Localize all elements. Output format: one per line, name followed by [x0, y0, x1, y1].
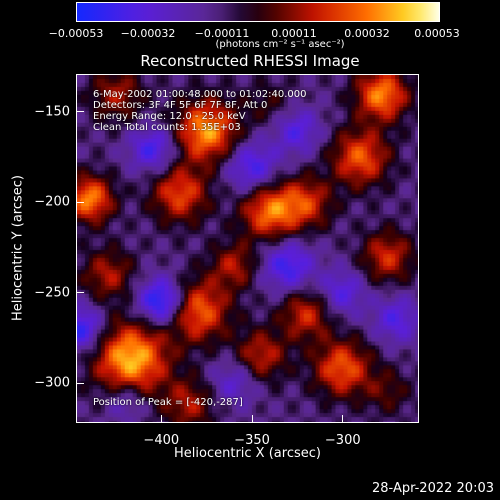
colorbar-tick-label: −0.00032: [120, 27, 176, 40]
y-tick-label: −150: [34, 104, 70, 120]
y-tick-label: −300: [34, 375, 70, 391]
colorbar-tick-label: −0.00011: [194, 27, 250, 40]
colorbar: [76, 2, 440, 22]
x-tick-label: −300: [324, 433, 361, 448]
x-tick-mark: [342, 415, 344, 423]
peak-position-label: Position of Peak = [-420,-287]: [93, 397, 243, 408]
x-axis-label: Heliocentric X (arcsec): [174, 446, 321, 461]
x-tick-label: −400: [143, 433, 180, 448]
y-tick-mark: [76, 292, 84, 294]
time-range-label: 6-May-2002 01:00:48.000 to 01:02:40.000: [93, 89, 307, 100]
colorbar-tick-label: −0.00053: [48, 27, 104, 40]
y-tick-label: −200: [34, 194, 70, 210]
energy-range-label: Energy Range: 12.0 - 25.0 keV: [93, 111, 246, 122]
heatmap-image: [77, 75, 418, 422]
y-tick-mark: [76, 201, 84, 203]
algorithm-label: Clean Total counts: 1.35E+03: [93, 122, 241, 133]
x-tick-label: −350: [234, 433, 270, 448]
colorbar-tick-label: 0.00053: [414, 27, 460, 40]
colorbar-units-label: (photons cm⁻² s⁻¹ asec⁻²): [215, 39, 345, 50]
plot-area: 6-May-2002 01:00:48.000 to 01:02:40.000 …: [76, 74, 419, 423]
colorbar-tick-label: 0.00032: [344, 27, 390, 40]
x-tick-mark: [160, 415, 162, 423]
detectors-label: Detectors: 3F 4F 5F 6F 7F 8F, Att 0: [93, 100, 268, 111]
y-tick-label: −250: [34, 285, 70, 301]
colorbar-tick-label: 0.00011: [271, 27, 317, 40]
x-tick-mark: [251, 415, 253, 423]
timestamp-label: 28-Apr-2022 20:03: [372, 481, 494, 496]
y-tick-mark: [76, 111, 84, 113]
y-axis-label: Heliocentric Y (arcsec): [10, 175, 26, 321]
y-tick-mark: [76, 382, 84, 384]
chart-title: Reconstructed RHESSI Image: [140, 52, 360, 70]
